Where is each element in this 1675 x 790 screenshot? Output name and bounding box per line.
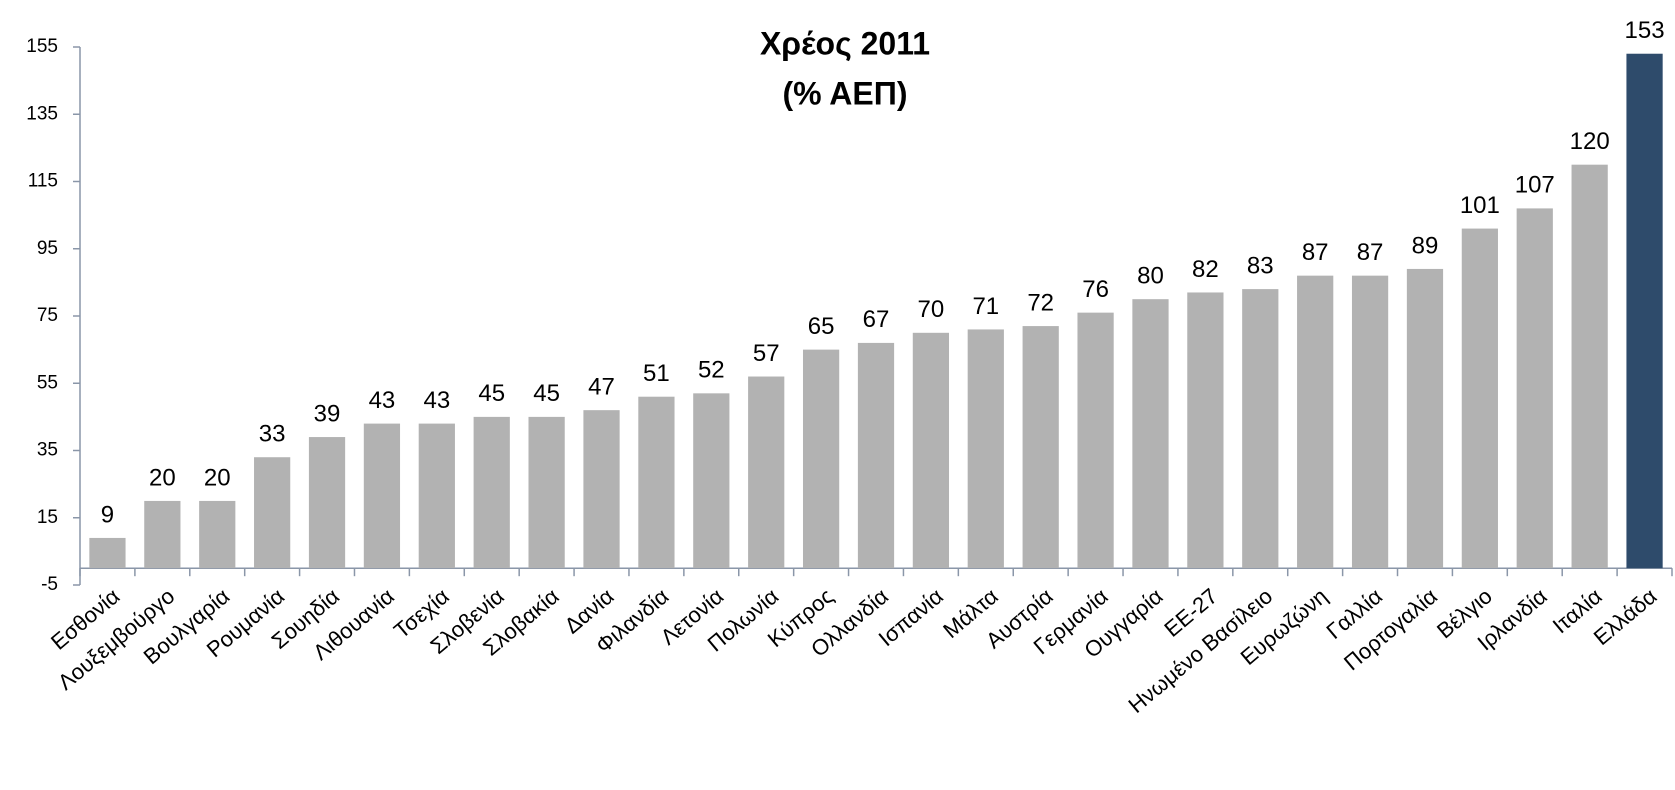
value-label: 120 (1570, 128, 1610, 155)
chart-title: (% ΑΕΠ) (782, 75, 907, 111)
bar (473, 416, 510, 569)
bar (1461, 228, 1498, 569)
value-label: 87 (1357, 239, 1384, 266)
bar (528, 416, 565, 569)
value-label: 101 (1460, 192, 1500, 219)
value-label: 89 (1412, 232, 1439, 259)
value-label: 107 (1515, 172, 1555, 199)
value-label: 67 (863, 306, 890, 333)
value-label: 153 (1625, 17, 1665, 44)
bar (748, 376, 785, 569)
value-label: 45 (533, 380, 560, 407)
value-label: 51 (643, 360, 670, 387)
value-label: 80 (1137, 263, 1164, 290)
value-label: 57 (753, 340, 780, 367)
y-tick-label: 135 (26, 103, 58, 124)
value-label: 65 (808, 313, 835, 340)
y-tick-label: 55 (37, 372, 58, 393)
bar (254, 457, 291, 569)
bar (308, 437, 346, 569)
bar (1297, 275, 1334, 569)
value-label: 71 (972, 293, 999, 320)
y-tick-label: 75 (37, 305, 58, 326)
value-label: 45 (478, 380, 505, 407)
bar (638, 396, 675, 569)
bar (1077, 312, 1114, 569)
bar (1022, 326, 1059, 569)
x-tick-label: Ελλάδα (1589, 583, 1662, 650)
value-label: 43 (369, 387, 396, 414)
chart-title: Χρέος 2011 (760, 25, 930, 61)
bar (583, 410, 620, 569)
bar (89, 537, 126, 569)
bar (1132, 299, 1169, 569)
bar (857, 342, 895, 569)
y-tick-label: 155 (26, 36, 58, 57)
bar (1571, 164, 1608, 569)
value-label: 52 (698, 357, 725, 384)
bar (967, 329, 1004, 569)
bar (912, 332, 950, 569)
bar (418, 423, 455, 569)
y-tick-label: 95 (37, 238, 58, 259)
value-label: 83 (1247, 252, 1274, 279)
value-label: 43 (423, 387, 450, 414)
value-label: 72 (1027, 289, 1054, 316)
value-label: 47 (588, 373, 615, 400)
value-label: 39 (314, 400, 341, 427)
value-label: 87 (1302, 239, 1329, 266)
y-tick-label: 115 (28, 171, 58, 192)
bar (1406, 268, 1444, 569)
bar (693, 393, 730, 569)
value-label: 33 (259, 421, 286, 448)
value-label: 76 (1082, 276, 1109, 303)
bar (199, 500, 236, 569)
bar (1187, 292, 1224, 569)
bar (1516, 208, 1553, 569)
bar (1242, 289, 1279, 569)
value-label: 9 (101, 501, 114, 528)
bar (802, 349, 840, 569)
y-tick-label: 15 (37, 507, 58, 528)
bar (1351, 275, 1389, 569)
value-label: 20 (149, 464, 176, 491)
bar (1626, 53, 1663, 569)
value-label: 70 (918, 296, 945, 323)
bar (144, 500, 181, 569)
bar (363, 423, 401, 569)
y-tick-label: 35 (37, 440, 58, 461)
value-label: 82 (1192, 256, 1219, 283)
y-tick-label: -5 (41, 574, 58, 595)
value-label: 20 (204, 464, 231, 491)
